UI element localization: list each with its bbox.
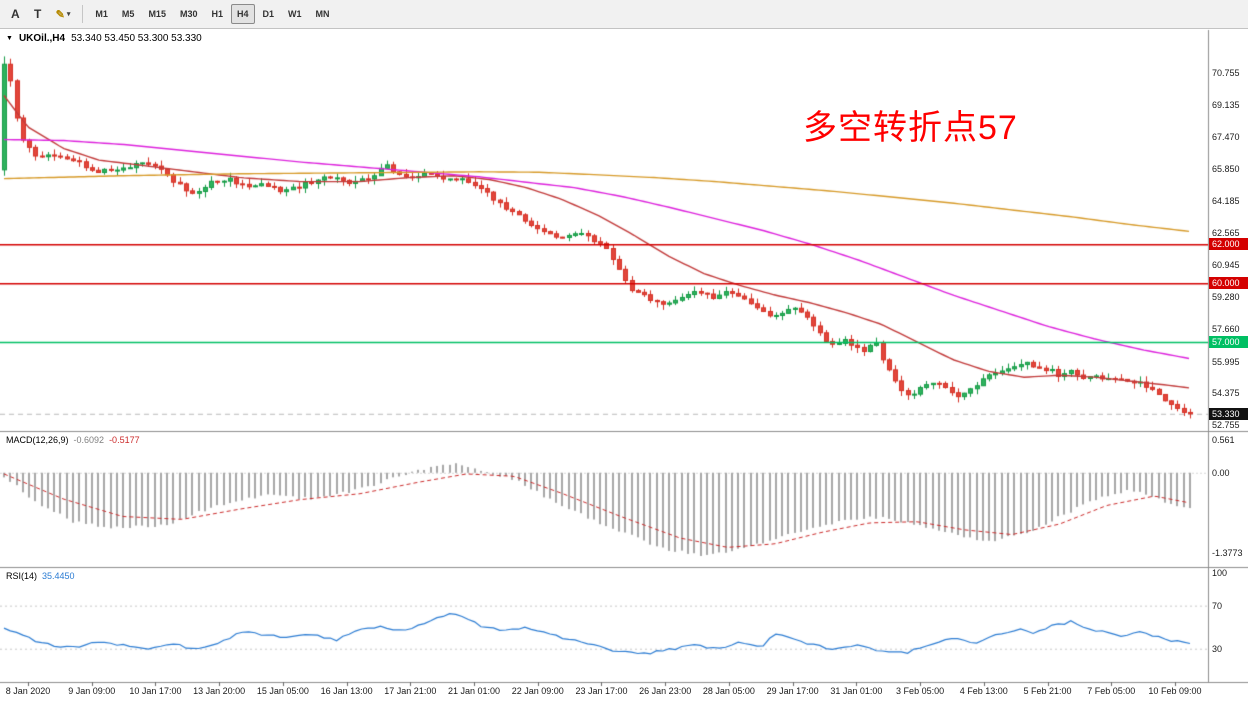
timeframe-mn-button[interactable]: MN: [310, 4, 336, 24]
text-tool-button[interactable]: T: [28, 4, 48, 24]
font-tool-button[interactable]: A: [5, 4, 26, 24]
crayon-icon: ✎: [55, 8, 65, 21]
main-chart-panel[interactable]: [0, 30, 1208, 431]
symbol-marker-icon[interactable]: ▼: [6, 34, 13, 42]
crayon-tool-button[interactable]: ✎ ▾: [50, 4, 77, 24]
rsi-label: RSI(14) 35.4450: [6, 571, 75, 581]
toolbar: A T ✎ ▾ M1 M5 M15 M30 H1 H4 D1 W1 MN: [0, 0, 1248, 29]
macd-label: MACD(12,26,9) -0.6092 -0.5177: [6, 435, 140, 445]
timeframe-m30-button[interactable]: M30: [174, 4, 204, 24]
rsi-panel[interactable]: [0, 568, 1208, 681]
timeframe-m5-button[interactable]: M5: [116, 4, 141, 24]
rsi-value: 35.4450: [42, 571, 75, 581]
annotation-text[interactable]: 多空转折点57: [803, 109, 1018, 147]
timeframe-m1-button[interactable]: M1: [89, 4, 114, 24]
timeframe-h1-button[interactable]: H1: [205, 4, 229, 24]
dropdown-arrow-icon: ▾: [66, 11, 71, 18]
rsi-name: RSI(14): [6, 571, 38, 581]
timeframe-d1-button[interactable]: D1: [257, 4, 281, 24]
timeframe-h4-button[interactable]: H4: [230, 4, 255, 24]
macd-signal-value: -0.5177: [109, 435, 140, 445]
macd-name: MACD(12,26,9): [6, 435, 69, 445]
chart-title: ▼ UKOil.,H4 53.340 53.450 53.300 53.330: [6, 33, 202, 44]
price-scale[interactable]: [1208, 30, 1248, 682]
chart-symbol-period: UKOil.,H4: [18, 33, 66, 44]
timeframe-m15-button[interactable]: M15: [142, 4, 172, 24]
macd-main-value: -0.6092: [73, 435, 105, 445]
toolbar-separator: [82, 5, 84, 23]
time-axis[interactable]: [0, 682, 1208, 701]
timeframe-w1-button[interactable]: W1: [282, 4, 308, 24]
macd-panel[interactable]: [0, 432, 1208, 567]
chart-ohlc: 53.340 53.450 53.300 53.330: [71, 33, 202, 44]
